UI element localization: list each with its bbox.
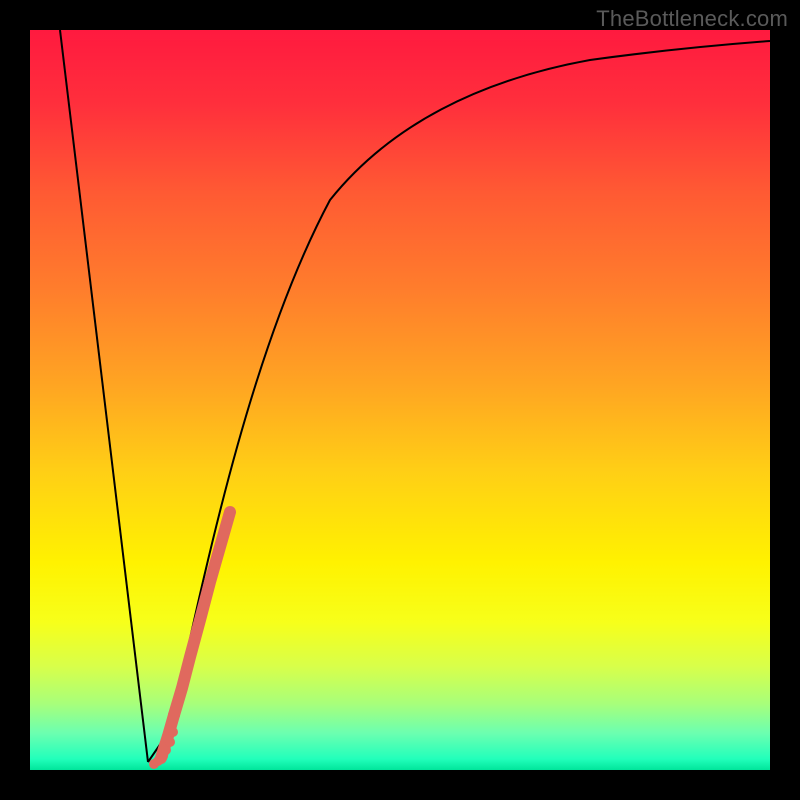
overlay-splash-dot	[168, 727, 178, 737]
curve-left-branch	[60, 30, 148, 762]
chart-canvas: TheBottleneck.com	[0, 0, 800, 800]
overlay-splash-dot	[165, 737, 175, 747]
plot-area	[30, 30, 770, 770]
overlay-segment-upper	[174, 512, 230, 715]
curve-right-branch	[148, 41, 770, 762]
watermark-text: TheBottleneck.com	[596, 6, 788, 32]
curve-layer	[30, 30, 770, 770]
